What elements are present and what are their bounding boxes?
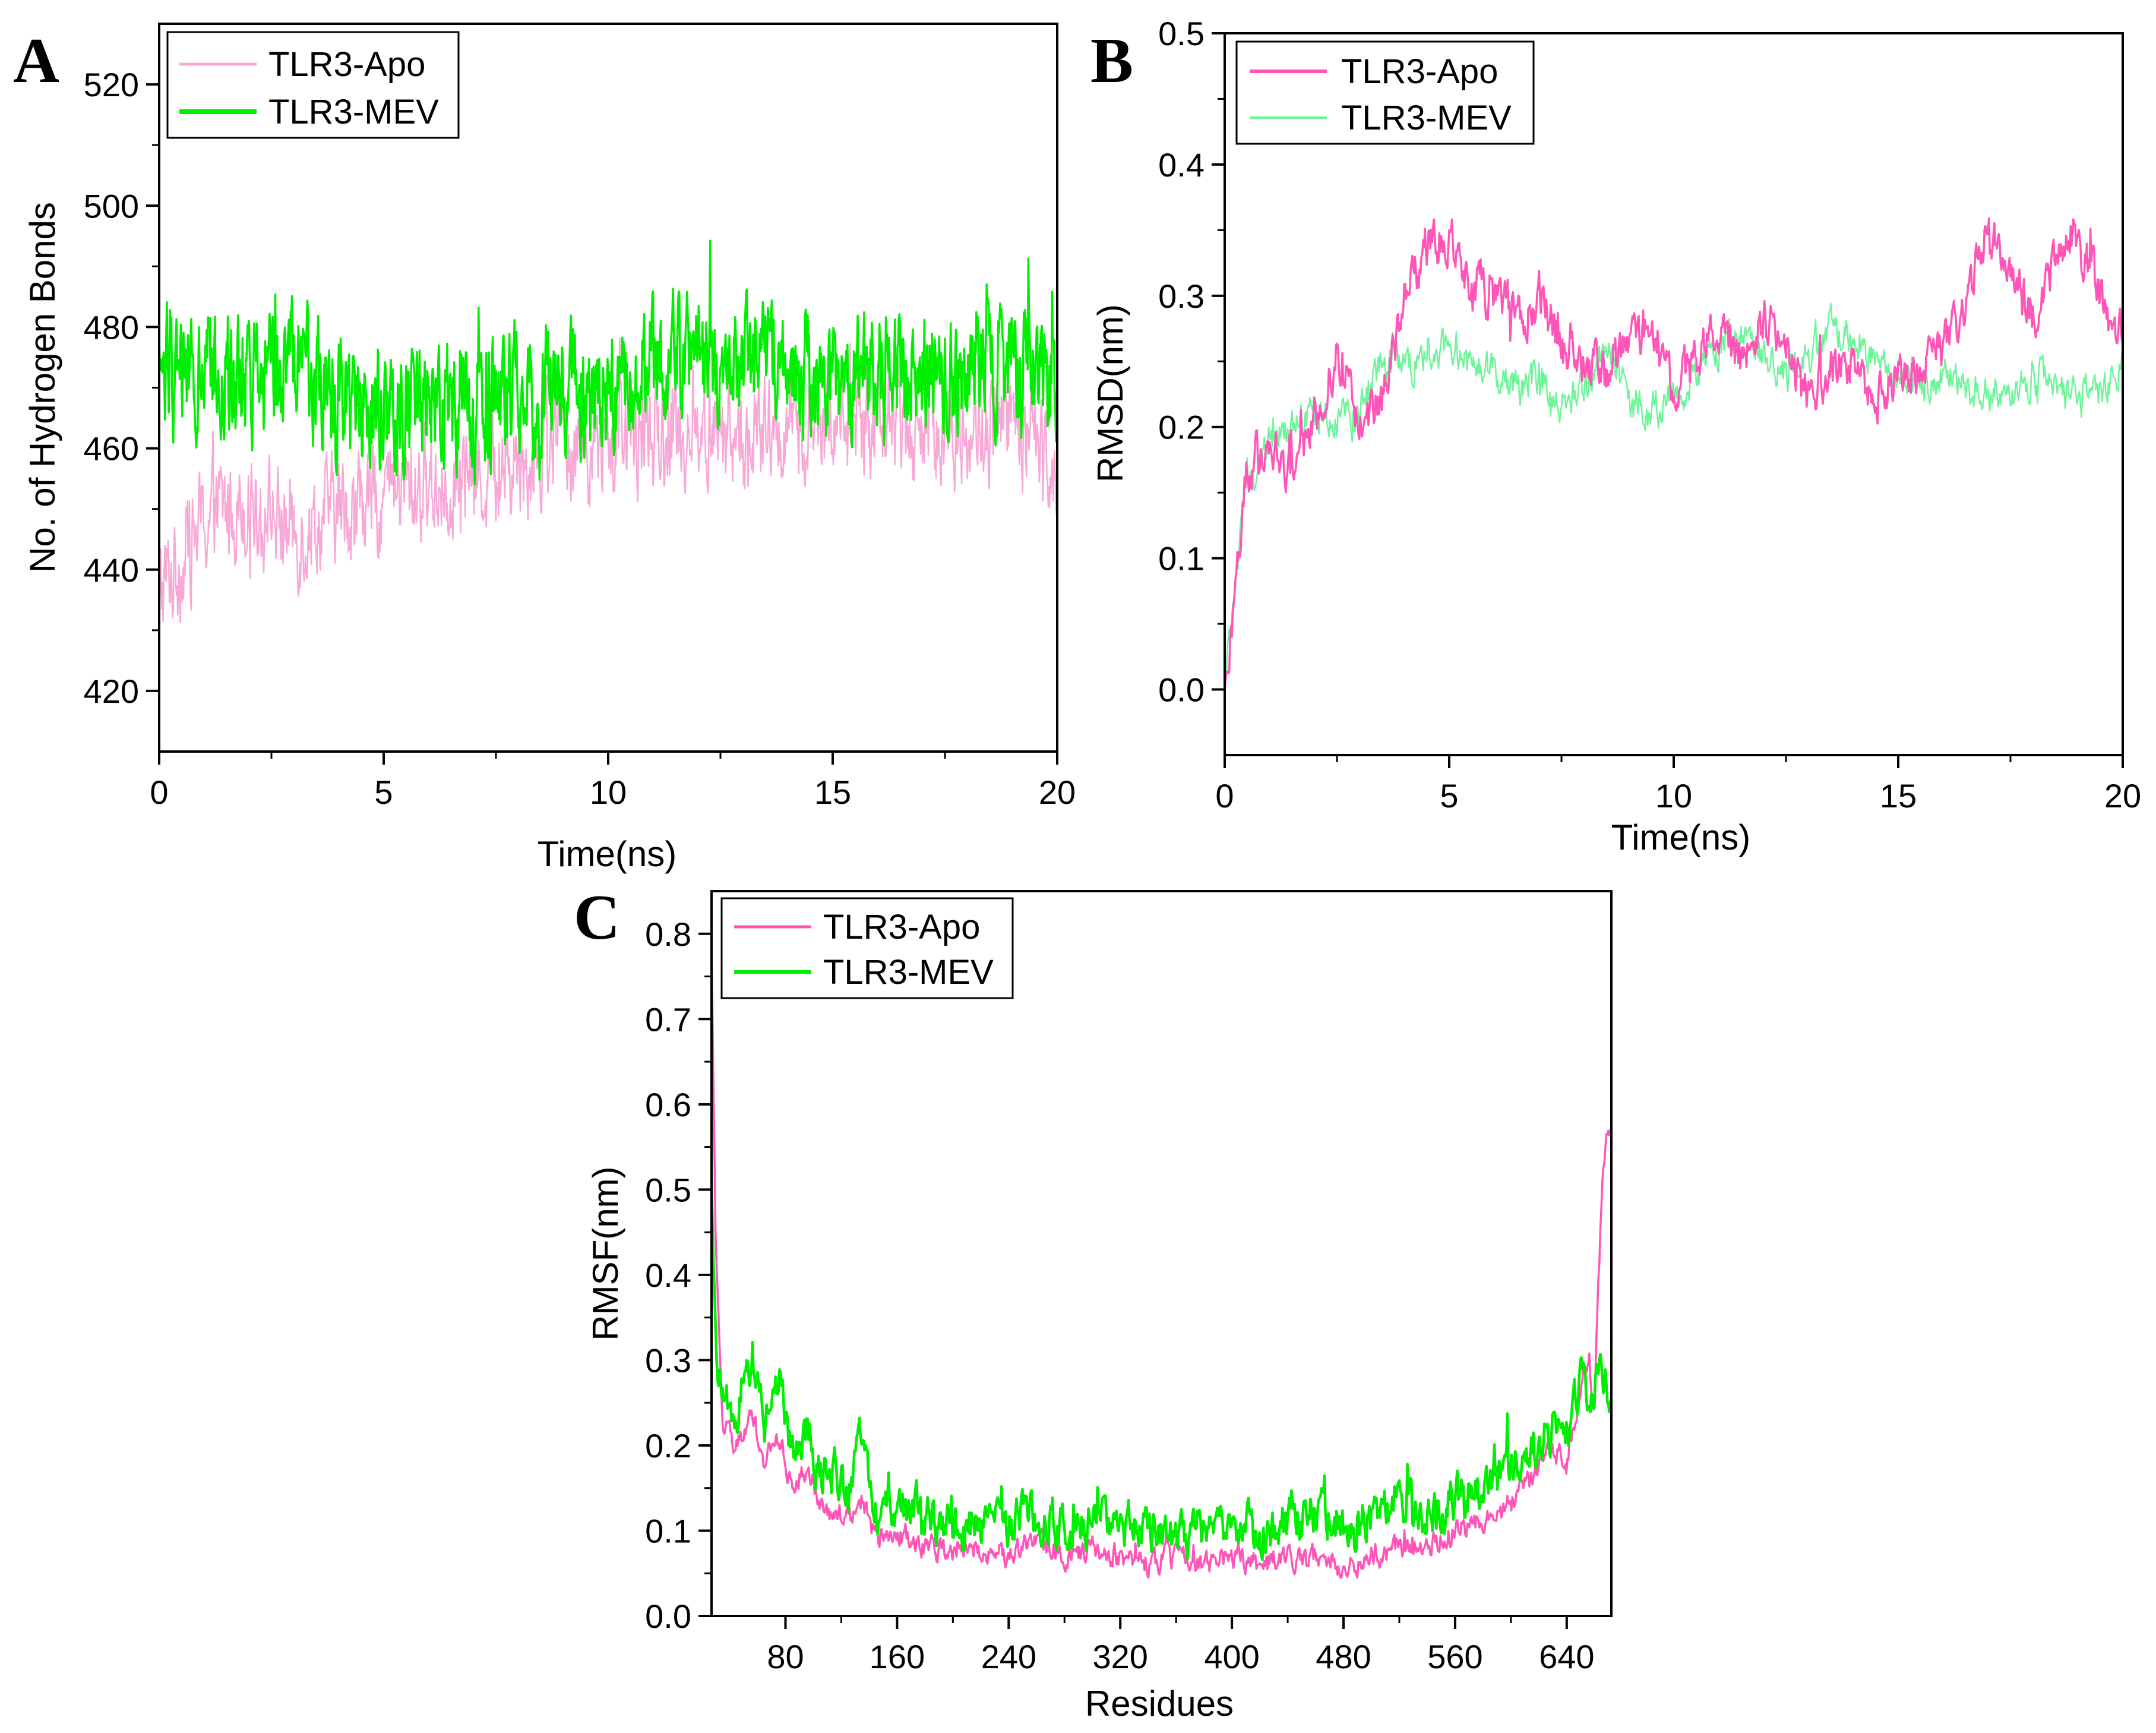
y-tick-label: 420: [84, 673, 139, 710]
x-tick-label: 0: [150, 774, 168, 811]
y-tick-label: 0.3: [645, 1341, 691, 1379]
x-tick-label: 480: [1316, 1638, 1371, 1675]
panel-c-y-label: RMSF(nm): [586, 1166, 625, 1340]
y-tick-label: 0.2: [1158, 409, 1205, 446]
legend-box: [1235, 40, 1535, 145]
legend-label-mev: TLR3-MEV: [268, 93, 439, 131]
x-tick-label: 20: [2104, 777, 2141, 815]
panel-letter-a: A: [13, 26, 59, 96]
panel-b-y-label: RMSD(nm): [1090, 304, 1130, 482]
x-tick-label: 160: [870, 1638, 925, 1675]
y-tick-label: 0.1: [645, 1512, 691, 1549]
panel-c-frame: [710, 890, 1613, 1617]
panel-a-x-axis: 0 5 10 15 20: [150, 752, 1076, 811]
panel-a-x-label: Time(ns): [538, 834, 676, 874]
panel-c-y-axis: 0.0 0.1 0.2 0.3 0.4 0.5 0.6 0.7 0.8: [645, 916, 712, 1635]
panel-c-x-axis: 80 160 240 320 400 480 560 640: [767, 1616, 1595, 1675]
y-tick-label: 460: [84, 430, 139, 468]
y-tick-label: 0.6: [645, 1086, 691, 1123]
x-tick-label: 20: [1039, 774, 1076, 811]
panel-a-series: [159, 239, 1057, 624]
series-line-tlr3-mev: [1225, 302, 2123, 690]
x-tick-label: 10: [590, 774, 627, 811]
panel-a-y-label: No. of Hydrogen Bonds: [23, 202, 62, 573]
y-tick-label: 0.7: [645, 1000, 691, 1038]
legend-box: [166, 31, 460, 139]
x-tick-label: 15: [1880, 777, 1917, 815]
legend-label-mev: TLR3-MEV: [1341, 99, 1512, 137]
series-line-tlr3-apo: [1225, 217, 2123, 690]
panel-letter-b: B: [1090, 26, 1133, 96]
x-tick-label: 15: [814, 774, 851, 811]
x-tick-label: 5: [374, 774, 393, 811]
legend-label-apo: TLR3-Apo: [1341, 52, 1498, 91]
y-tick-label: 0.4: [1158, 146, 1205, 184]
panel-c-legend: TLR3-Apo TLR3-MEV: [720, 897, 1014, 999]
panel-c: C 80 160 240 320 400 480 560 640 0.00.10.20.30.…: [574, 882, 1613, 1723]
y-tick-label: 480: [84, 308, 139, 346]
y-tick-label: 520: [84, 66, 139, 103]
y-tick-label: 0.2: [645, 1427, 691, 1464]
series-line-tlr3-mev: [712, 1178, 1611, 1561]
y-tick-label: 440: [84, 551, 139, 589]
legend-label-apo: TLR3-Apo: [268, 45, 425, 84]
panel-a: A 0 5 10 15 20 420 440 460 480 500 520 Time(ns) N…: [13, 23, 1076, 874]
panel-a-y-axis: 420 440 460 480 500 520: [84, 66, 159, 710]
x-tick-label: 240: [981, 1638, 1036, 1675]
panel-letter-c: C: [574, 882, 620, 953]
x-tick-label: 80: [767, 1638, 804, 1675]
series-line-tlr3-apo: [159, 335, 1057, 624]
x-tick-label: 560: [1427, 1638, 1482, 1675]
x-tick-label: 10: [1655, 777, 1692, 815]
panel-a-legend: TLR3-Apo TLR3-MEV: [166, 31, 460, 139]
panel-b-y-axis: 0.0 0.1 0.2 0.3 0.4 0.5: [1158, 15, 1225, 709]
y-tick-label: 0.4: [645, 1257, 691, 1294]
legend-box: [720, 897, 1014, 999]
y-tick-label: 500: [84, 187, 139, 225]
series-line-tlr3-apo: [712, 953, 1611, 1579]
y-tick-label: 0.8: [645, 916, 691, 953]
panel-b-x-axis: 0 5 10 15 20: [1215, 755, 2141, 815]
panel-b-legend: TLR3-Apo TLR3-MEV: [1235, 40, 1535, 145]
y-tick-label: 0.1: [1158, 540, 1205, 577]
x-tick-label: 5: [1440, 777, 1458, 815]
panel-c-series: [712, 953, 1611, 1579]
panel-c-x-label: Residues: [1085, 1684, 1234, 1723]
legend-label-mev: TLR3-MEV: [823, 953, 994, 992]
y-tick-label: 0.3: [1158, 277, 1205, 315]
series-line-tlr3-mev: [159, 239, 1057, 485]
legend-label-apo: TLR3-Apo: [823, 908, 980, 946]
y-tick-label: 0.5: [645, 1171, 691, 1208]
y-tick-label: 0.0: [645, 1598, 691, 1635]
panel-b: B 0 5 10 15 20 0.0 0.1 0.2 0.3 0.4 0.5 Time(ns) R…: [1090, 15, 2141, 857]
y-tick-label: 0.5: [1158, 15, 1205, 52]
x-tick-label: 320: [1092, 1638, 1147, 1675]
y-tick-label: 0.0: [1158, 671, 1205, 709]
panel-b-x-label: Time(ns): [1611, 817, 1750, 857]
x-tick-label: 0: [1215, 777, 1234, 815]
panel-b-series: [1225, 217, 2123, 690]
x-tick-label: 400: [1204, 1638, 1259, 1675]
x-tick-label: 640: [1539, 1638, 1594, 1675]
